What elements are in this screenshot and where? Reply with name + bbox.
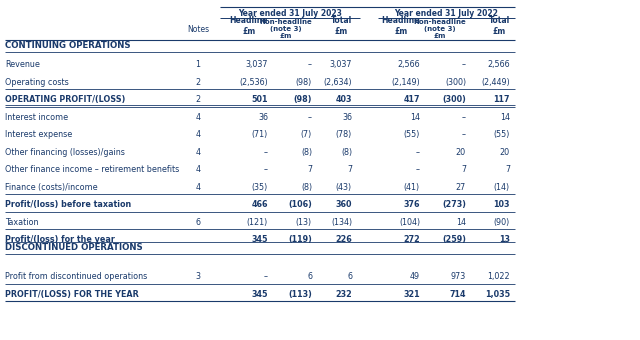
Text: (113): (113) — [288, 290, 312, 299]
Text: 3,037: 3,037 — [246, 60, 268, 69]
Text: –: – — [462, 113, 466, 122]
Text: Non-headline
(note 3)
£m: Non-headline (note 3) £m — [259, 19, 312, 39]
Text: Other finance income – retirement benefits: Other finance income – retirement benefi… — [5, 165, 179, 174]
Text: 2,566: 2,566 — [488, 60, 510, 69]
Text: (35): (35) — [252, 183, 268, 192]
Text: 36: 36 — [258, 113, 268, 122]
Text: (55): (55) — [404, 130, 420, 139]
Text: (98): (98) — [294, 95, 312, 104]
Text: (14): (14) — [494, 183, 510, 192]
Text: Total
£m: Total £m — [331, 16, 352, 36]
Text: PROFIT/(LOSS) FOR THE YEAR: PROFIT/(LOSS) FOR THE YEAR — [5, 290, 139, 299]
Text: (259): (259) — [442, 235, 466, 244]
Text: 466: 466 — [252, 200, 268, 209]
Text: Profit from discontinued operations: Profit from discontinued operations — [5, 272, 147, 281]
Text: 6: 6 — [347, 272, 352, 281]
Text: 345: 345 — [252, 235, 268, 244]
Text: 6: 6 — [195, 218, 200, 227]
Text: OPERATING PROFIT/(LOSS): OPERATING PROFIT/(LOSS) — [5, 95, 125, 104]
Text: (300): (300) — [445, 78, 466, 87]
Text: 1,035: 1,035 — [485, 290, 510, 299]
Text: 7: 7 — [347, 165, 352, 174]
Text: –: – — [462, 60, 466, 69]
Text: 2: 2 — [195, 95, 200, 104]
Text: 6: 6 — [307, 272, 312, 281]
Text: 3,037: 3,037 — [330, 60, 352, 69]
Text: 49: 49 — [410, 272, 420, 281]
Text: Non-headline
(note 3)
£m: Non-headline (note 3) £m — [413, 19, 466, 39]
Text: 2,566: 2,566 — [397, 60, 420, 69]
Text: DISCONTINUED OPERATIONS: DISCONTINUED OPERATIONS — [5, 243, 143, 252]
Text: 4: 4 — [195, 165, 200, 174]
Text: 7: 7 — [461, 165, 466, 174]
Text: Other financing (losses)/gains: Other financing (losses)/gains — [5, 148, 125, 157]
Text: (71): (71) — [252, 130, 268, 139]
Text: Headline
£m: Headline £m — [230, 16, 268, 36]
Text: 4: 4 — [195, 113, 200, 122]
Text: –: – — [308, 60, 312, 69]
Text: Interest expense: Interest expense — [5, 130, 72, 139]
Text: (98): (98) — [296, 78, 312, 87]
Text: 226: 226 — [335, 235, 352, 244]
Text: 117: 117 — [493, 95, 510, 104]
Text: 321: 321 — [403, 290, 420, 299]
Text: 2: 2 — [195, 78, 200, 87]
Text: 376: 376 — [403, 200, 420, 209]
Text: 13: 13 — [499, 235, 510, 244]
Text: –: – — [308, 113, 312, 122]
Text: (2,634): (2,634) — [323, 78, 352, 87]
Text: (104): (104) — [399, 218, 420, 227]
Text: 714: 714 — [449, 290, 466, 299]
Text: Revenue: Revenue — [5, 60, 40, 69]
Text: (7): (7) — [301, 130, 312, 139]
Text: 103: 103 — [493, 200, 510, 209]
Text: Year ended 31 July 2023: Year ended 31 July 2023 — [238, 8, 342, 17]
Text: –: – — [462, 130, 466, 139]
Text: –: – — [264, 148, 268, 157]
Text: Profit/(loss) for the year: Profit/(loss) for the year — [5, 235, 115, 244]
Text: 20: 20 — [456, 148, 466, 157]
Text: (55): (55) — [493, 130, 510, 139]
Text: Operating costs: Operating costs — [5, 78, 68, 87]
Text: 14: 14 — [410, 113, 420, 122]
Text: Year ended 31 July 2022: Year ended 31 July 2022 — [394, 8, 498, 17]
Text: 272: 272 — [403, 235, 420, 244]
Text: 4: 4 — [195, 130, 200, 139]
Text: Interest income: Interest income — [5, 113, 68, 122]
Text: 20: 20 — [500, 148, 510, 157]
Text: 360: 360 — [335, 200, 352, 209]
Text: (300): (300) — [442, 95, 466, 104]
Text: 345: 345 — [252, 290, 268, 299]
Text: Total
£m: Total £m — [489, 16, 510, 36]
Text: –: – — [416, 148, 420, 157]
Text: 36: 36 — [342, 113, 352, 122]
Text: Notes: Notes — [187, 24, 209, 34]
Text: (8): (8) — [301, 183, 312, 192]
Text: (119): (119) — [288, 235, 312, 244]
Text: 14: 14 — [456, 218, 466, 227]
Text: 7: 7 — [505, 165, 510, 174]
Text: Profit/(loss) before taxation: Profit/(loss) before taxation — [5, 200, 131, 209]
Text: (8): (8) — [341, 148, 352, 157]
Text: 7: 7 — [307, 165, 312, 174]
Text: (2,449): (2,449) — [481, 78, 510, 87]
Text: (106): (106) — [288, 200, 312, 209]
Text: 14: 14 — [500, 113, 510, 122]
Text: (90): (90) — [493, 218, 510, 227]
Text: (121): (121) — [247, 218, 268, 227]
Text: 501: 501 — [252, 95, 268, 104]
Text: (2,536): (2,536) — [239, 78, 268, 87]
Text: –: – — [264, 165, 268, 174]
Text: Headline
£m: Headline £m — [381, 16, 420, 36]
Text: 27: 27 — [456, 183, 466, 192]
Text: (43): (43) — [336, 183, 352, 192]
Text: 1: 1 — [195, 60, 200, 69]
Text: (273): (273) — [442, 200, 466, 209]
Text: CONTINUING OPERATIONS: CONTINUING OPERATIONS — [5, 41, 131, 51]
Text: (78): (78) — [336, 130, 352, 139]
Text: 973: 973 — [451, 272, 466, 281]
Text: Taxation: Taxation — [5, 218, 38, 227]
Text: –: – — [264, 272, 268, 281]
Text: 4: 4 — [195, 183, 200, 192]
Text: (2,149): (2,149) — [391, 78, 420, 87]
